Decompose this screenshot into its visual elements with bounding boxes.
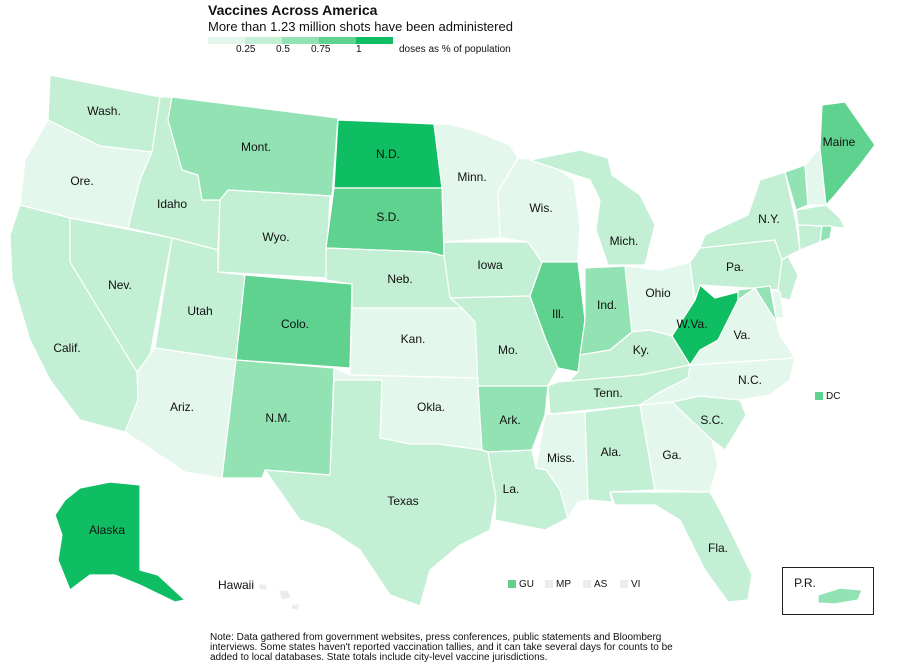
- label-hi: Hawaii: [218, 578, 254, 592]
- label-wy: Wyo.: [262, 230, 289, 244]
- legend-swatch-2: [282, 37, 319, 44]
- state-mi[interactable]: [529, 149, 656, 266]
- label-fl: Fla.: [708, 541, 728, 555]
- puerto-rico-inset: [782, 567, 874, 615]
- state-il[interactable]: [529, 261, 586, 373]
- state-fl[interactable]: [609, 491, 753, 603]
- territory-swatch: [620, 580, 628, 588]
- label-ga: Ga.: [662, 448, 681, 462]
- label-ca: Calif.: [53, 341, 80, 355]
- label-wv: W.Va.: [676, 317, 707, 331]
- territory-label: DC: [826, 391, 841, 402]
- legend-tick: 1: [356, 44, 362, 55]
- label-la: La.: [503, 482, 520, 496]
- territory-key-gu: GU: [508, 579, 534, 590]
- label-ky: Ky.: [633, 343, 649, 357]
- label-mo: Mo.: [498, 343, 518, 357]
- territory-label: MP: [556, 579, 571, 590]
- state-hi[interactable]: [257, 583, 301, 611]
- state-labels: Wash. Ore. Calif. Nev. Idaho Mont. Wyo. …: [53, 104, 855, 592]
- label-ms: Miss.: [547, 451, 575, 465]
- state-wy[interactable]: [217, 189, 331, 279]
- label-me: Maine: [823, 135, 856, 149]
- territory-label: GU: [519, 579, 534, 590]
- label-oh: Ohio: [645, 286, 671, 300]
- state-nc[interactable]: [639, 357, 796, 406]
- territory-swatch: [508, 580, 516, 588]
- state-ny[interactable]: [699, 171, 801, 261]
- state-md[interactable]: [737, 285, 783, 331]
- label-ak: Alaska: [89, 523, 125, 537]
- map-subtitle: More than 1.23 million shots have been a…: [208, 19, 513, 34]
- legend-unit: doses as % of population: [399, 44, 511, 55]
- state-nj[interactable]: [777, 255, 799, 301]
- legend-swatch-0: [208, 37, 245, 44]
- label-va: Va.: [733, 328, 750, 342]
- label-mt: Mont.: [241, 140, 271, 154]
- territory-swatch: [815, 392, 823, 400]
- state-ak[interactable]: [54, 481, 186, 603]
- state-tx[interactable]: [264, 379, 497, 607]
- label-sd: S.D.: [376, 210, 399, 224]
- label-sc: S.C.: [700, 413, 723, 427]
- label-ks: Kan.: [401, 332, 426, 346]
- label-pr: P.R.: [794, 576, 816, 590]
- territory-key-dc: DC: [815, 391, 840, 402]
- legend-tick: 0.5: [276, 44, 290, 55]
- state-me[interactable]: [819, 101, 876, 206]
- legend-swatch-3: [319, 37, 356, 44]
- territory-key-mp: MP: [545, 579, 571, 590]
- state-ri[interactable]: [819, 225, 833, 243]
- label-mi: Mich.: [610, 234, 639, 248]
- label-ne: Neb.: [387, 272, 412, 286]
- label-nc: N.C.: [738, 373, 762, 387]
- territory-key-as: AS: [583, 579, 607, 590]
- legend-tick: 0.75: [311, 44, 331, 55]
- state-mt[interactable]: [167, 96, 339, 201]
- label-or: Ore.: [70, 174, 93, 188]
- territory-label: VI: [631, 579, 641, 590]
- state-ma[interactable]: [795, 204, 846, 229]
- map-title: Vaccines Across America: [208, 2, 378, 18]
- label-wi: Wis.: [529, 201, 552, 215]
- label-ia: Iowa: [477, 258, 503, 272]
- state-wi[interactable]: [497, 157, 581, 263]
- label-pa: Pa.: [726, 260, 744, 274]
- legend-swatch-1: [245, 37, 282, 44]
- label-il: Ill.: [552, 307, 564, 321]
- label-az: Ariz.: [170, 400, 194, 414]
- legend-tick: 0.25: [236, 44, 256, 55]
- label-nv: Nev.: [108, 278, 132, 292]
- footnote: Note: Data gathered from government webs…: [210, 632, 673, 663]
- label-wa: Wash.: [87, 104, 121, 118]
- label-nd: N.D.: [376, 147, 400, 161]
- territory-swatch: [545, 580, 553, 588]
- state-ct[interactable]: [797, 224, 823, 251]
- label-ok: Okla.: [417, 400, 445, 414]
- legend-swatch-4: [356, 37, 393, 44]
- label-mn: Minn.: [457, 170, 486, 184]
- label-co: Colo.: [281, 317, 309, 331]
- label-in: Ind.: [597, 298, 617, 312]
- territory-key-vi: VI: [620, 579, 640, 590]
- label-ny: N.Y.: [758, 212, 780, 226]
- label-ut: Utah: [187, 304, 212, 318]
- label-al: Ala.: [601, 445, 622, 459]
- territory-swatch: [583, 580, 591, 588]
- label-id: Idaho: [157, 197, 187, 211]
- label-tn: Tenn.: [593, 386, 622, 400]
- label-nm: N.M.: [265, 411, 290, 425]
- label-tx: Texas: [387, 494, 418, 508]
- state-pr[interactable]: [817, 587, 863, 605]
- label-ar: Ark.: [499, 413, 520, 427]
- territory-label: AS: [594, 579, 608, 590]
